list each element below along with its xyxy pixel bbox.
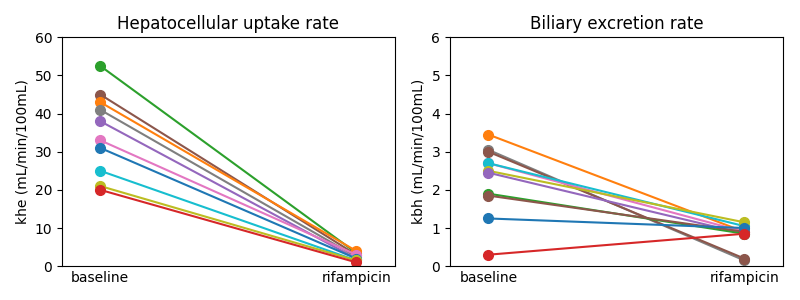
Title: Hepatocellular uptake rate: Hepatocellular uptake rate xyxy=(118,15,339,33)
Y-axis label: khe (mL/min/100mL): khe (mL/min/100mL) xyxy=(15,79,29,224)
Title: Biliary excretion rate: Biliary excretion rate xyxy=(530,15,703,33)
Y-axis label: kbh (mL/min/100mL): kbh (mL/min/100mL) xyxy=(412,79,426,224)
